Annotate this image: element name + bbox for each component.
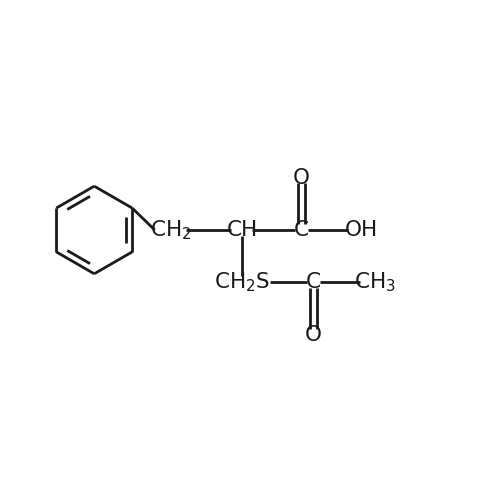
Text: CH$_3$: CH$_3$ <box>354 271 396 294</box>
Text: O: O <box>293 168 310 188</box>
Text: CH$_2$: CH$_2$ <box>150 218 191 242</box>
Text: O: O <box>305 325 322 345</box>
Text: CH$_2$S: CH$_2$S <box>214 271 270 294</box>
Text: CH: CH <box>226 220 258 240</box>
Text: OH: OH <box>344 220 377 240</box>
Text: C: C <box>294 220 309 240</box>
Text: C: C <box>306 273 321 292</box>
